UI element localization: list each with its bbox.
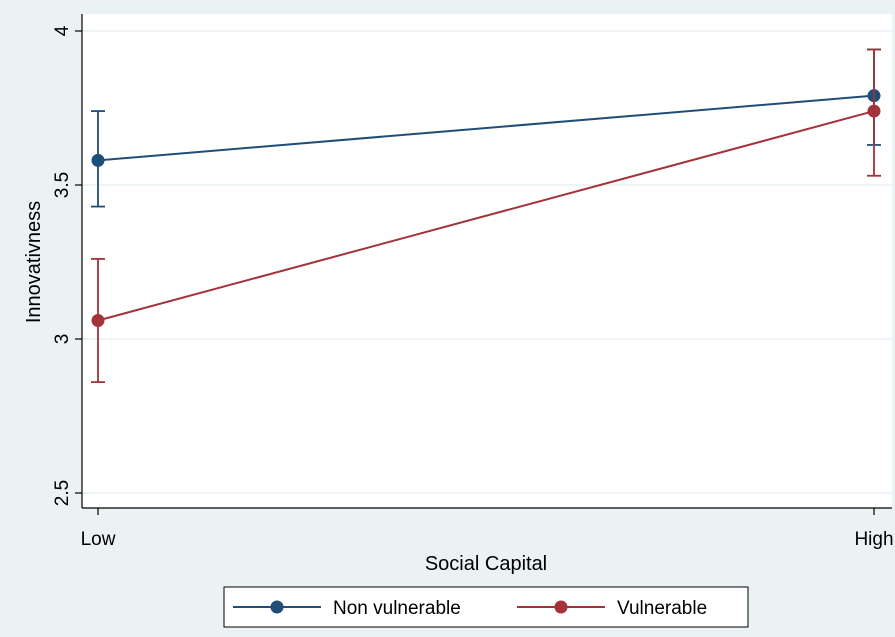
series-1	[91, 48, 881, 384]
y-tick-label: 2.5	[52, 480, 73, 506]
legend-marker	[554, 600, 568, 614]
data-point	[867, 104, 881, 118]
x-ticks: Low High	[81, 508, 894, 550]
grid-lines	[82, 30, 892, 494]
x-axis-label: Social Capital	[425, 553, 547, 575]
data-point	[91, 314, 105, 328]
legend-label: Non vulnerable	[333, 598, 461, 619]
x-tick-label: High	[854, 529, 893, 550]
y-tick-label: 4	[52, 25, 73, 36]
legend-marker	[270, 600, 284, 614]
y-tick-label: 3.5	[52, 172, 73, 198]
legend: Non vulnerable Vulnerable	[223, 586, 749, 628]
y-tick-label: 3	[52, 334, 73, 345]
data-point	[91, 153, 105, 167]
legend-items: Non vulnerable Vulnerable	[233, 598, 707, 619]
y-ticks: 2.5 3 3.5 4	[52, 25, 82, 506]
series-layer	[91, 48, 881, 384]
legend-item-0: Non vulnerable	[233, 598, 461, 619]
plot-area	[82, 14, 892, 508]
y-axis-label: Innovativness	[23, 201, 45, 323]
legend-label: Vulnerable	[617, 598, 707, 619]
axes	[81, 14, 892, 509]
series-line	[97, 110, 875, 322]
series-line	[97, 94, 875, 162]
x-tick-label: Low	[81, 529, 116, 550]
legend-item-1: Vulnerable	[517, 598, 707, 619]
